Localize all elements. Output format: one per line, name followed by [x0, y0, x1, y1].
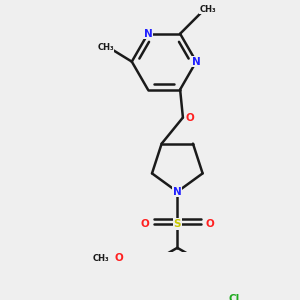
Text: O: O [115, 253, 124, 263]
Text: O: O [141, 219, 149, 229]
Text: N: N [143, 29, 152, 39]
Text: CH₃: CH₃ [93, 254, 110, 263]
Text: CH₃: CH₃ [98, 43, 114, 52]
Text: N: N [192, 57, 201, 67]
Text: N: N [173, 187, 182, 197]
Text: O: O [185, 112, 194, 122]
Text: S: S [174, 219, 181, 229]
Text: CH₃: CH₃ [200, 5, 216, 14]
Text: O: O [205, 219, 214, 229]
Text: Cl: Cl [229, 294, 240, 300]
